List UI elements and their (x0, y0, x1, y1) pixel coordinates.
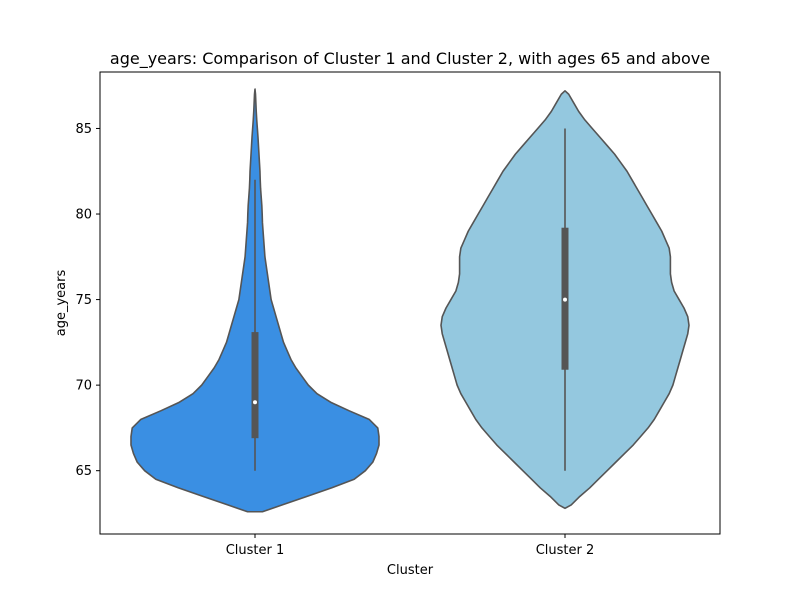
plot-frame (99, 71, 721, 535)
x-tick-label: Cluster 2 (536, 543, 595, 558)
y-tick-label: 75 (75, 293, 92, 308)
violin-2 (440, 90, 690, 510)
iqr-box-1 (251, 332, 259, 439)
violin-1 (130, 88, 380, 513)
x-tick-label: Cluster 1 (226, 543, 285, 558)
y-tick-label: 80 (75, 208, 92, 223)
median-point-1 (253, 400, 257, 405)
x-axis: Cluster 1 Cluster 2 (226, 534, 595, 558)
chart-title: age_years: Comparison of Cluster 1 and C… (110, 49, 710, 69)
y-axis: 65 70 75 80 85 (75, 122, 100, 479)
x-axis-label: Cluster (387, 563, 434, 578)
y-tick-label: 65 (75, 464, 92, 479)
y-tick-label: 70 (75, 379, 92, 394)
median-point-2 (563, 297, 567, 302)
y-tick-label: 85 (75, 122, 92, 137)
plot-area (130, 88, 690, 513)
y-axis-label: age_years (54, 270, 69, 337)
